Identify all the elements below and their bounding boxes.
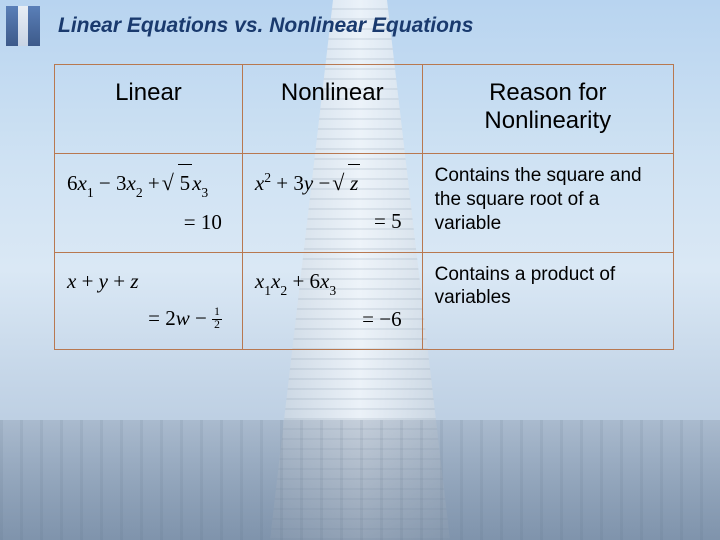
header-reason: Reason for Nonlinearity: [422, 65, 673, 154]
table-row: x + y + z = 2w − 12 x1x2 + 6x3 = −6 Cont…: [55, 252, 674, 350]
slide-title: Linear Equations vs. Nonlinear Equations: [58, 14, 692, 38]
equation-linear-2: x + y + z = 2w − 12: [67, 263, 230, 339]
cell-reason-1: Contains the square and the square root …: [422, 154, 673, 253]
cell-linear-2: x + y + z = 2w − 12: [55, 252, 243, 350]
equations-table: Linear Nonlinear Reason for Nonlinearity…: [54, 64, 674, 350]
slide-thumbnail-icon: [6, 6, 40, 46]
cell-linear-1: 6x1 − 3x2 + 5x3 = 10: [55, 154, 243, 253]
equation-linear-1: 6x1 − 3x2 + 5x3 = 10: [67, 164, 230, 242]
equation-nonlinear-1: x2 + 3y − z = 5: [255, 164, 410, 241]
table-row: 6x1 − 3x2 + 5x3 = 10 x2 + 3y − z = 5 Con…: [55, 154, 674, 253]
reason-text-1: Contains the square and the square root …: [435, 164, 661, 235]
cell-nonlinear-1: x2 + 3y − z = 5: [242, 154, 422, 253]
equation-nonlinear-2: x1x2 + 6x3 = −6: [255, 263, 410, 340]
table-header-row: Linear Nonlinear Reason for Nonlinearity: [55, 65, 674, 154]
cell-nonlinear-2: x1x2 + 6x3 = −6: [242, 252, 422, 350]
header-nonlinear: Nonlinear: [242, 65, 422, 154]
background-building-base: [0, 420, 720, 540]
reason-text-2: Contains a product of variables: [435, 263, 661, 311]
slide-content: Linear Equations vs. Nonlinear Equations…: [0, 0, 720, 350]
cell-reason-2: Contains a product of variables: [422, 252, 673, 350]
header-linear: Linear: [55, 65, 243, 154]
